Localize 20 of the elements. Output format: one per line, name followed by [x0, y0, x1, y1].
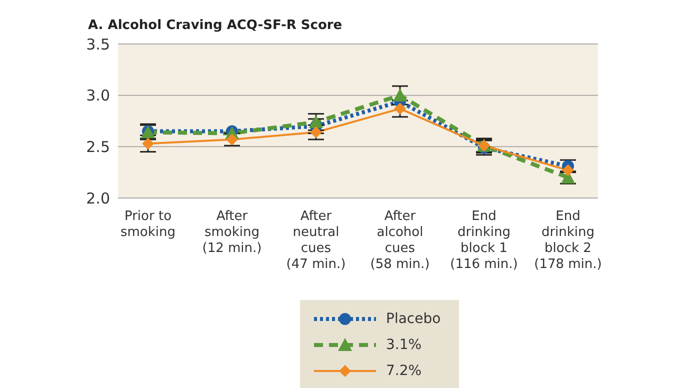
legend-label: Placebo [386, 311, 441, 327]
chart-title: A. Alcohol Craving ACQ-SF-R Score [88, 18, 342, 33]
point [226, 133, 238, 146]
point [310, 126, 322, 138]
x-tick-label: After smoking (12 min.) [202, 209, 262, 256]
x-tick-label: End drinking block 1 (116 min.) [450, 209, 518, 272]
y-tick-label: 3.5 [86, 35, 110, 54]
x-tick-label: After neutral cues (47 min.) [286, 209, 346, 272]
point [394, 102, 406, 115]
y-tick-label: 2.0 [86, 189, 110, 208]
point [393, 88, 407, 102]
point [142, 138, 154, 150]
x-tick-label: Prior to smoking [120, 209, 176, 240]
point [562, 164, 574, 176]
y-tick-label: 3.0 [86, 86, 110, 105]
x-tick-label: End drinking block 2 (178 min.) [534, 209, 602, 272]
x-tick-label: After alcohol cues (58 min.) [370, 209, 430, 272]
y-tick-label: 2.5 [86, 138, 110, 156]
legend-label: 3.1% [386, 337, 422, 353]
legend-label: 7.2% [386, 363, 422, 379]
